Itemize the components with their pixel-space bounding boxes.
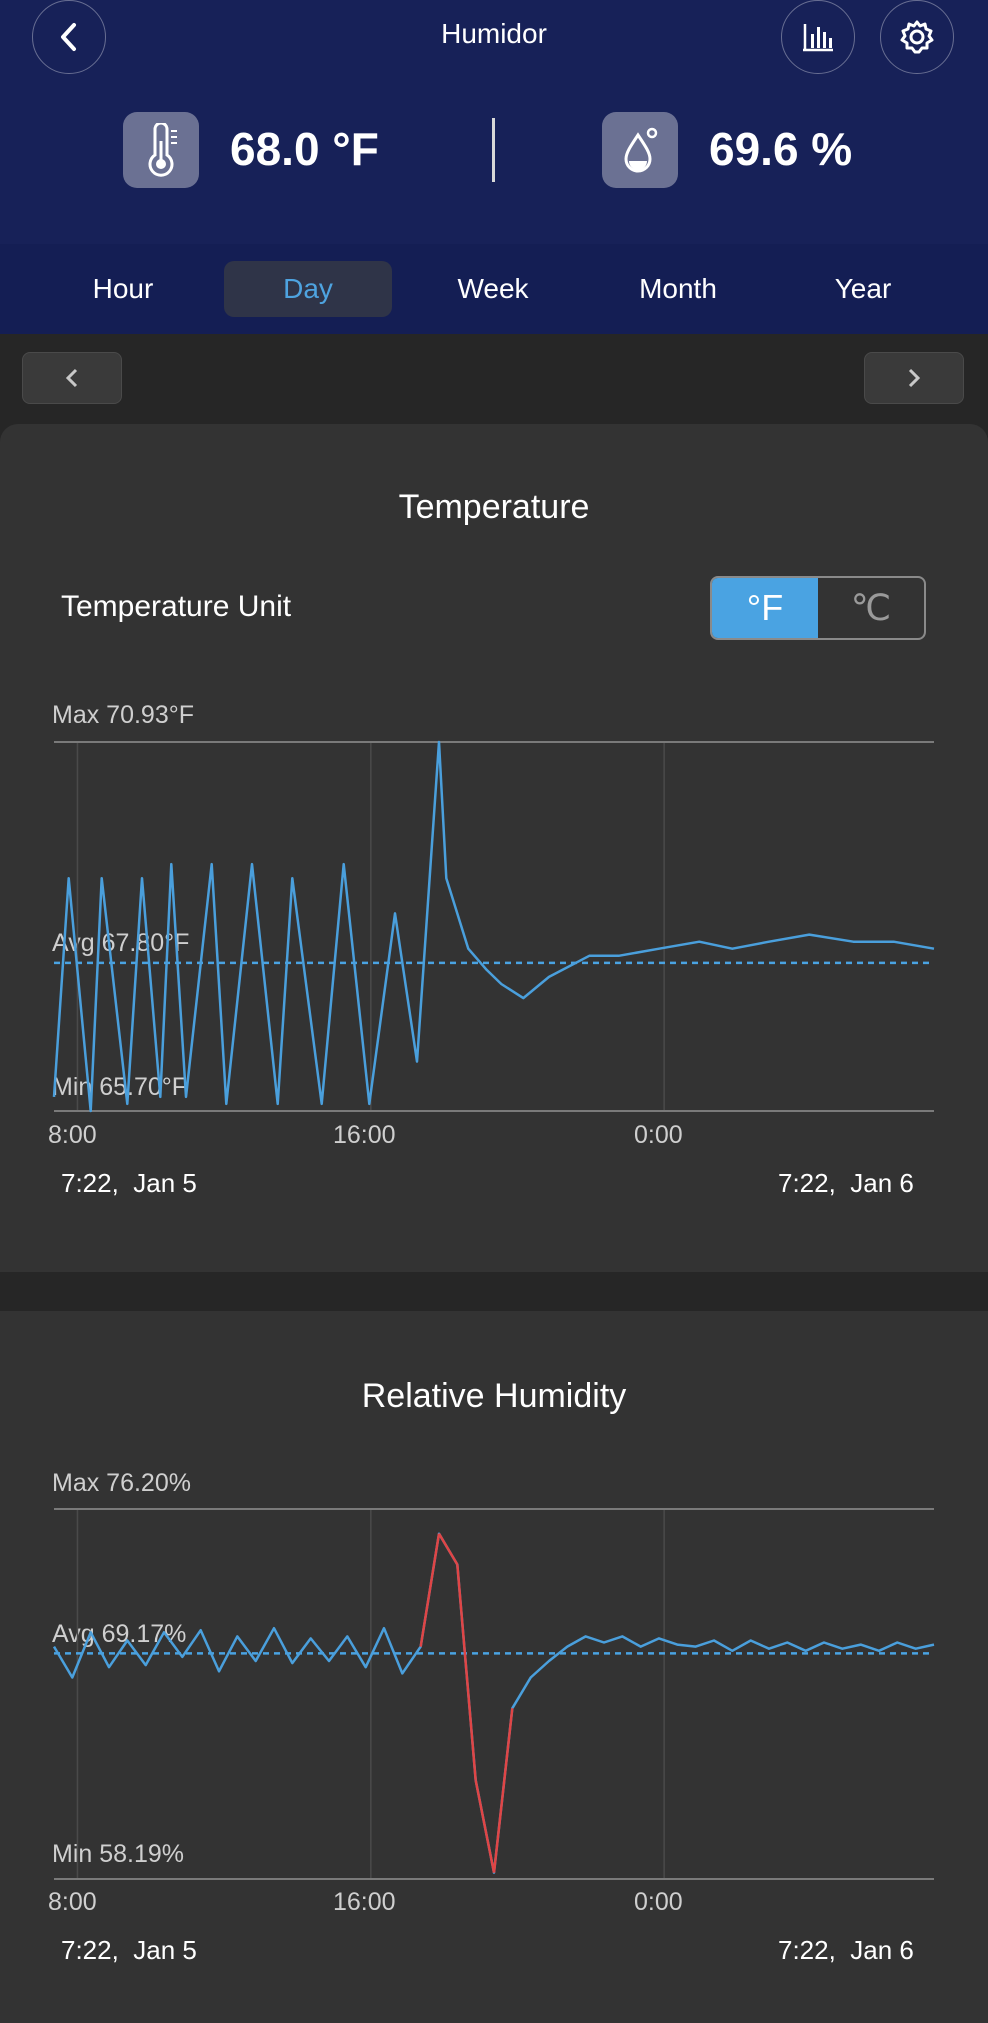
settings-button[interactable]	[880, 0, 954, 74]
gear-icon	[900, 20, 934, 54]
thermometer-badge	[123, 112, 199, 188]
temperature-card	[0, 424, 988, 1272]
humidity-x-tick-2: 0:00	[634, 1888, 683, 1916]
period-tabs	[0, 244, 988, 334]
thermometer-icon	[148, 123, 177, 177]
temperature-max-label: Max 70.93°F	[52, 701, 195, 729]
page-title: Humidor	[441, 18, 547, 49]
tab-year[interactable]: Year	[834, 273, 892, 304]
back-button[interactable]	[32, 0, 106, 74]
humidity-max-label: Max 76.20%	[52, 1469, 191, 1497]
temperature-range-start: 7:22, Jan 5	[61, 1168, 197, 1198]
temperature-x-tick-0: 8:00	[48, 1121, 97, 1149]
humidity-range-start: 7:22, Jan 5	[61, 1935, 197, 1965]
humidity-alert-segment-22	[437, 1533, 459, 1566]
temperature-chart	[52, 740, 935, 1113]
bar-chart-icon	[803, 24, 833, 52]
temperature-x-tick-1: 16:00	[333, 1121, 396, 1149]
chevron-right-icon	[908, 368, 921, 388]
chart-button[interactable]	[781, 0, 855, 74]
humidity-alert-segment-21	[419, 1533, 441, 1647]
temperature-card-title: Temperature	[398, 488, 590, 526]
temperature-unit-toggle[interactable]: °F ℃	[710, 576, 926, 640]
temperature-series-line	[52, 740, 935, 1113]
humidity-alert-segment-23	[456, 1564, 477, 1781]
chevron-left-icon	[65, 368, 78, 388]
humidity-reading: 69.6 %	[709, 123, 853, 175]
tab-hour[interactable]: Hour	[92, 273, 154, 304]
humidity-min-label: Min 58.19%	[52, 1840, 185, 1868]
next-period-button[interactable]	[864, 352, 964, 404]
humidity-x-tick-0: 8:00	[48, 1888, 97, 1916]
tab-week[interactable]: Week	[457, 273, 529, 304]
temperature-range-end: 7:22, Jan 6	[778, 1168, 914, 1198]
humidity-card-title: Relative Humidity	[361, 1377, 627, 1415]
reading-divider	[492, 118, 495, 182]
tab-month[interactable]: Month	[639, 273, 717, 304]
droplet-icon	[624, 127, 658, 173]
previous-period-button[interactable]	[22, 352, 122, 404]
humidity-alert-segment-24	[474, 1779, 496, 1873]
humidity-card	[0, 1311, 988, 2023]
tab-day[interactable]: Day	[224, 261, 392, 317]
humidity-series-line	[52, 1532, 935, 1874]
unit-celsius[interactable]: ℃	[850, 587, 892, 628]
chevron-left-icon	[61, 23, 76, 51]
temperature-x-tick-2: 0:00	[634, 1121, 683, 1149]
temperature-unit-label: Temperature Unit	[61, 590, 292, 623]
humidity-x-tick-1: 16:00	[333, 1888, 396, 1916]
humidity-badge	[602, 112, 678, 188]
temperature-min-label: Min 65.70°F	[52, 1073, 188, 1101]
humidity-alert-segment-25	[492, 1708, 514, 1873]
humidity-range-end: 7:22, Jan 6	[778, 1935, 914, 1965]
temperature-reading: 68.0 °F	[230, 123, 379, 175]
unit-fahrenheit[interactable]: °F	[712, 578, 818, 638]
